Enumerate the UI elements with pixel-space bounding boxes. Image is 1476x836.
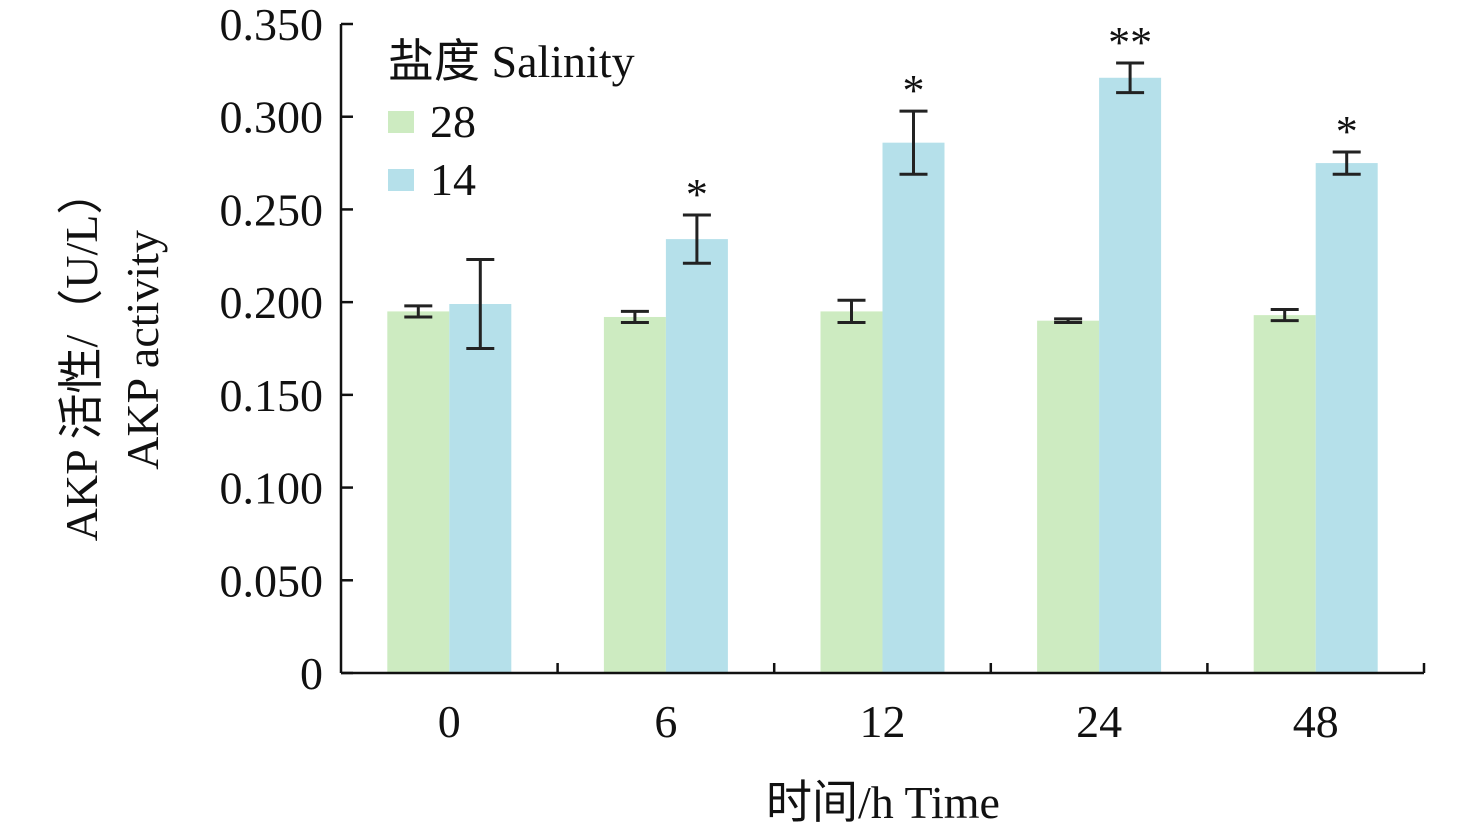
significance-marker: ** — [1108, 18, 1152, 67]
x-tick-label: 24 — [1076, 696, 1122, 747]
y-tick-label: 0.300 — [220, 92, 324, 143]
bar-salinity-14 — [882, 142, 945, 673]
y-tick-label: 0.200 — [220, 277, 324, 328]
significance-marker: * — [686, 170, 708, 219]
legend-label-14: 14 — [430, 154, 476, 205]
bar-salinity-14 — [449, 303, 512, 673]
legend: 盐度 Salinity 28 14 — [388, 36, 635, 205]
x-tick-label: 48 — [1293, 696, 1339, 747]
y-axis-title-line-1: AKP 活性/（U/L） — [56, 169, 107, 542]
legend-swatch-14 — [388, 169, 414, 191]
x-tick-label: 0 — [438, 696, 461, 747]
legend-title: 盐度 Salinity — [388, 36, 635, 87]
significance-marker: * — [1336, 107, 1358, 156]
y-axis-title: AKP 活性/（U/L） AKP activity — [56, 169, 168, 542]
x-tick-label: 6 — [654, 696, 677, 747]
x-axis-title: 时间/h Time — [766, 777, 1000, 828]
bar-salinity-28 — [1037, 320, 1100, 673]
bar-salinity-28 — [820, 311, 883, 673]
y-ticks-layer: 0 0.050 0.100 0.150 0.200 0.250 0.300 0.350 — [220, 0, 353, 699]
bar-salinity-14 — [1099, 77, 1162, 673]
x-ticks-layer: 0 6 12 24 48 — [438, 663, 1426, 747]
y-tick-label: 0 — [300, 648, 323, 699]
bar-salinity-14 — [665, 239, 728, 673]
bar-salinity-28 — [387, 311, 450, 673]
error-bars-layer — [404, 61, 1361, 350]
bar-salinity-28 — [603, 316, 666, 673]
y-tick-label: 0.350 — [220, 0, 324, 50]
y-tick-label: 0.150 — [220, 370, 324, 421]
significance-layer: ***** — [686, 18, 1358, 219]
bars-layer — [387, 77, 1378, 674]
bar-salinity-14 — [1315, 163, 1378, 674]
y-tick-label: 0.100 — [220, 463, 324, 514]
legend-label-28: 28 — [430, 96, 476, 147]
axes-layer — [339, 24, 1424, 675]
bar-salinity-28 — [1253, 315, 1316, 673]
legend-swatch-28 — [388, 111, 414, 133]
y-tick-label: 0.250 — [220, 184, 324, 235]
y-axis-title-line-2: AKP activity — [117, 230, 168, 470]
x-tick-label: 12 — [860, 696, 906, 747]
significance-marker: * — [903, 66, 925, 115]
y-tick-label: 0.050 — [220, 555, 324, 606]
